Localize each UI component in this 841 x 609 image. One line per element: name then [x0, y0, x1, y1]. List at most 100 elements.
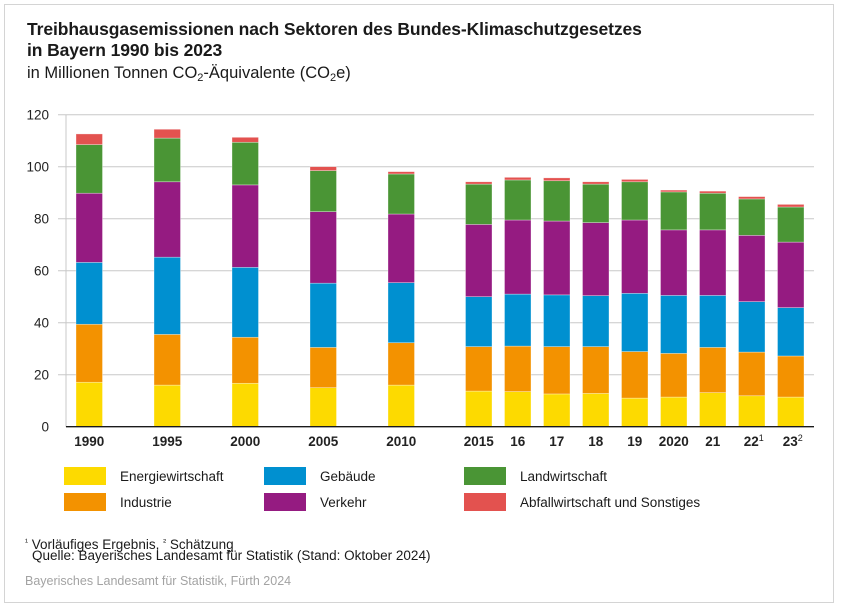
bar-segment-verkehr [660, 229, 688, 296]
subtitle-part: e) [336, 64, 351, 82]
bar-segment-energiewirtschaft [387, 384, 415, 428]
legend-label: Verkehr [320, 494, 367, 510]
y-tick-label: 20 [34, 368, 49, 383]
bar-segment-verkehr [387, 213, 415, 283]
x-tick-label: 19 [627, 434, 642, 449]
bar-segment-verkehr [699, 229, 727, 296]
bar-segment-landwirtschaft [543, 180, 571, 222]
bar-segment-energiewirtschaft [777, 396, 805, 427]
bar-segment-landwirtschaft [621, 181, 649, 221]
bar-segment-industrie [699, 347, 727, 393]
bar-segment-abfallwirtschaft-und-sonstiges [582, 181, 610, 185]
bar-segment-abfallwirtschaft-und-sonstiges [387, 171, 415, 175]
bar-segment-gebäude [738, 301, 766, 353]
bar-segment-abfallwirtschaft-und-sonstiges [660, 189, 688, 193]
bar-segment-verkehr [504, 219, 532, 295]
bar-segment-energiewirtschaft [699, 392, 727, 428]
bar-segment-verkehr [621, 219, 649, 294]
bar-segment-industrie [309, 347, 337, 388]
bar-segment-verkehr [543, 220, 571, 296]
bar-segment-landwirtschaft [75, 144, 103, 194]
bar-segment-landwirtschaft [660, 191, 688, 231]
chart-title-line-2: in Bayern 1990 bis 2023 [27, 40, 223, 60]
legend-label: Abfallwirtschaft und Sonstiges [520, 494, 701, 510]
bar-segment-industrie [387, 342, 415, 386]
bar-segment-verkehr [75, 192, 103, 263]
bar-segment-industrie [777, 355, 805, 398]
bar-segment-industrie [582, 346, 610, 394]
bar-segment-energiewirtschaft [153, 384, 181, 428]
bar-segment-gebäude [582, 295, 610, 347]
legend-item: Gebäude [264, 466, 376, 486]
x-tick-label: 1990 [74, 434, 104, 449]
legend-item: Energiewirtschaft [64, 466, 224, 486]
bar-segment-abfallwirtschaft-und-sonstiges [699, 190, 727, 194]
bar-segment-industrie [75, 323, 103, 383]
bar-segment-gebäude [231, 267, 259, 338]
legend-label: Gebäude [320, 468, 376, 484]
credit-line: Bayerisches Landesamt für Statistik, Für… [25, 574, 292, 588]
subtitle-subscript: 2 [197, 72, 204, 84]
x-tick-label: 21 [705, 434, 721, 449]
legend-item: Landwirtschaft [464, 466, 607, 486]
legend-item: Verkehr [264, 492, 367, 512]
legend-item: Industrie [64, 492, 172, 512]
bar-segment-gebäude [699, 295, 727, 348]
bar-segment-abfallwirtschaft-und-sonstiges [543, 177, 571, 182]
bar-segment-verkehr [465, 224, 493, 297]
bar-segment-gebäude [777, 307, 805, 357]
subtitle-part: -Äquivalente (CO [203, 64, 330, 82]
chart-frame [4, 4, 834, 603]
bar-segment-verkehr [582, 222, 610, 296]
subtitle-part: in Millionen Tonnen CO [27, 64, 198, 82]
legend-label: Industrie [120, 494, 172, 510]
source-note: Quelle: Bayerisches Landesamt für Statis… [32, 548, 431, 563]
legend-label: Landwirtschaft [520, 468, 608, 484]
bar-segment-landwirtschaft [231, 141, 259, 186]
bar-segment-gebäude [660, 295, 688, 354]
bar-segment-industrie [231, 336, 259, 384]
y-tick-label: 0 [41, 420, 49, 435]
bar-segment-landwirtschaft [699, 192, 727, 231]
bar-segment-verkehr [231, 184, 259, 268]
legend-swatch [464, 493, 506, 511]
footnote-text-1: Vorläufiges Ergebnis, [28, 537, 164, 552]
footnote: ¹ Vorläufiges Ergebnis, ² Schätzung [25, 535, 234, 552]
y-tick-label: 80 [34, 212, 49, 227]
bar-segment-industrie [621, 351, 649, 399]
bars [75, 128, 805, 428]
axes [65, 114, 814, 428]
bar-segment-landwirtschaft [582, 183, 610, 223]
legend-swatch [264, 467, 306, 485]
bar-segment-verkehr [777, 241, 805, 308]
x-tick-label: 2020 [659, 434, 689, 449]
x-tick-label: 2000 [230, 434, 260, 449]
bar-segment-verkehr [153, 181, 181, 258]
bar-segment-industrie [543, 346, 571, 395]
x-tick-label: 17 [549, 434, 564, 449]
chart-title: Treibhausgasemissionen nach Sektoren des… [27, 19, 642, 61]
bar-segment-abfallwirtschaft-und-sonstiges [231, 137, 259, 143]
bar-segment-energiewirtschaft [543, 393, 571, 428]
bar-segment-verkehr [738, 235, 766, 302]
y-tick-label: 100 [26, 160, 49, 175]
bar-segment-energiewirtschaft [582, 393, 610, 428]
bar-segment-gebäude [504, 293, 532, 347]
chart-title-line-1: Treibhausgasemissionen nach Sektoren des… [27, 19, 642, 39]
y-tick-label: 120 [26, 108, 49, 123]
bar-segment-abfallwirtschaft-und-sonstiges [465, 181, 493, 185]
x-tick-label: 18 [588, 434, 604, 449]
subtitle-subscript: 2 [329, 72, 337, 84]
bar-segment-energiewirtschaft [660, 396, 688, 427]
bar-segment-landwirtschaft [777, 206, 805, 243]
bar-segment-landwirtschaft [738, 198, 766, 236]
bar-segment-landwirtschaft [504, 179, 532, 221]
legend-swatch [64, 467, 106, 485]
legend-swatch [464, 467, 506, 485]
bar-segment-energiewirtschaft [231, 382, 259, 427]
bar-segment-industrie [465, 346, 493, 392]
bar-segment-abfallwirtschaft-und-sonstiges [777, 204, 805, 208]
bar-segment-industrie [504, 345, 532, 392]
footnote-marker-2: ² [163, 537, 167, 547]
